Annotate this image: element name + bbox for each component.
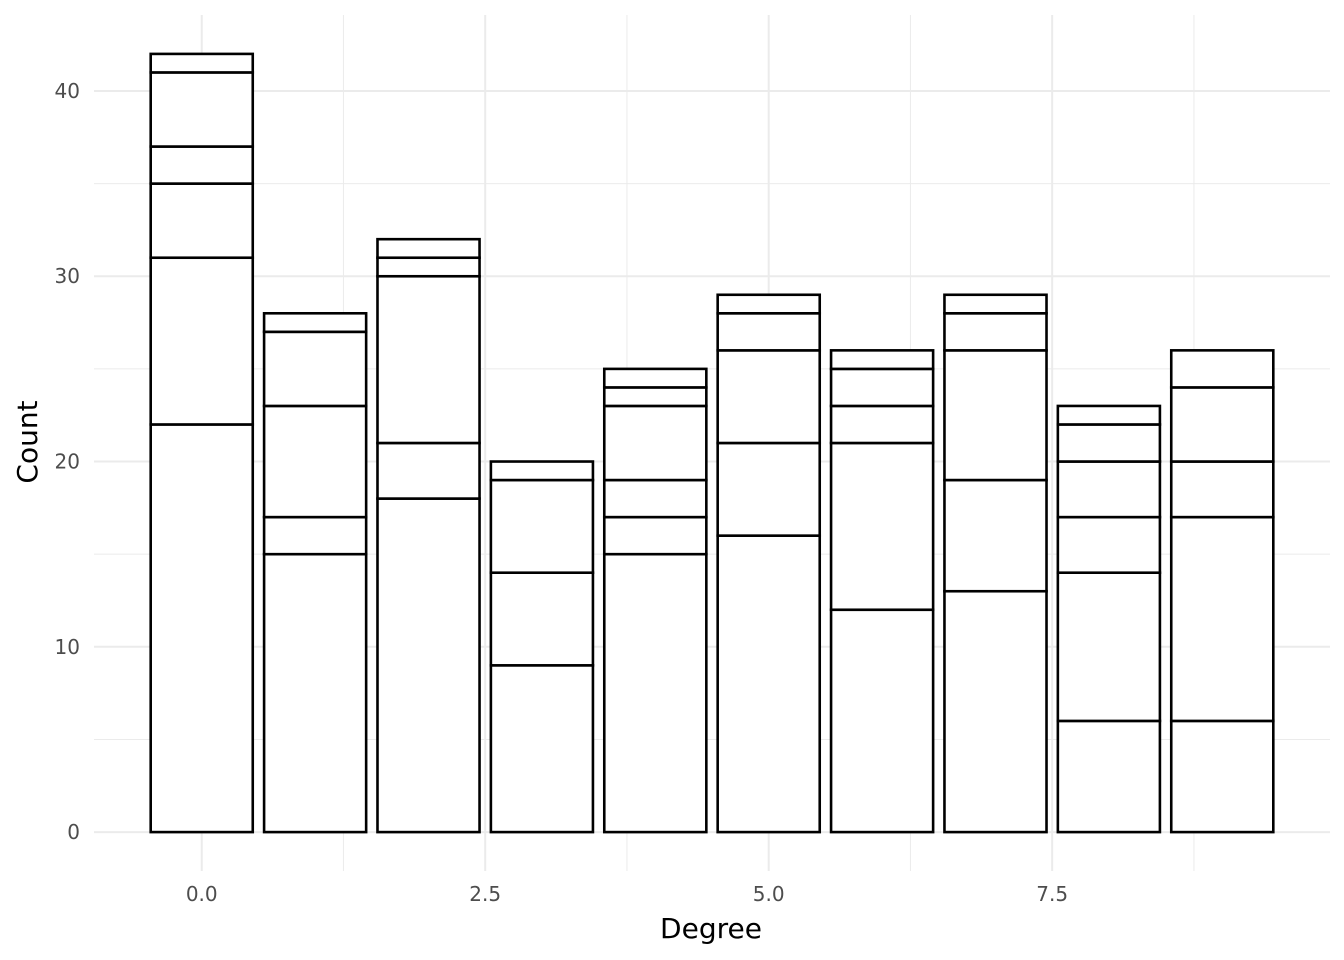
y-tick-label: 20: [55, 450, 80, 474]
bar-segment: [376, 497, 481, 834]
bar-segment: [829, 367, 935, 408]
bar-segment: [943, 478, 1048, 593]
bar-segment: [943, 589, 1048, 834]
bars: [149, 52, 1275, 834]
bar-segment: [602, 367, 708, 389]
bar-segment: [943, 312, 1048, 352]
bar-segment: [602, 515, 708, 556]
bar-segment: [1056, 460, 1162, 519]
bar-segment: [489, 571, 595, 667]
bar-segment: [489, 664, 595, 834]
bar-segment: [829, 608, 935, 834]
bar-segment: [716, 312, 822, 352]
bar-segment: [1169, 515, 1275, 723]
bar-segment: [943, 349, 1048, 482]
bar-segment: [1056, 423, 1162, 463]
bar-stack: [829, 349, 935, 834]
x-tick-label: 2.5: [469, 882, 501, 906]
x-axis-ticks: 0.0 2.5 5.0 7.5: [186, 882, 1068, 906]
x-tick-label: 5.0: [753, 882, 785, 906]
bar-segment: [602, 478, 708, 519]
bar-segment: [1056, 515, 1162, 574]
bar-stack: [149, 52, 255, 834]
bar-stack: [602, 367, 708, 834]
bar-segment: [943, 293, 1048, 315]
bar-segment: [489, 460, 595, 482]
bar-stack: [489, 460, 595, 834]
x-tick-label: 0.0: [186, 882, 218, 906]
bar-segment: [716, 534, 822, 834]
bar-segment: [716, 293, 822, 315]
bar-segment: [602, 552, 708, 834]
bar-segment: [716, 349, 822, 445]
x-tick-label: 7.5: [1036, 882, 1068, 906]
bar-segment: [829, 441, 935, 612]
bar-segment: [262, 515, 368, 556]
bar-segment: [149, 145, 255, 185]
bar-segment: [149, 256, 255, 426]
bar-segment: [602, 386, 708, 408]
y-axis-title: Count: [11, 400, 44, 483]
bar-segment: [149, 52, 255, 74]
bar-stack: [1056, 404, 1162, 834]
bar-segment: [262, 552, 368, 834]
bar-segment: [262, 404, 368, 519]
bar-segment: [1169, 460, 1275, 519]
bar-segment: [262, 330, 368, 408]
y-tick-label: 10: [55, 635, 80, 659]
bar-segment: [829, 404, 935, 445]
bar-stack: [262, 312, 368, 834]
bar-segment: [376, 274, 481, 445]
bar-segment: [262, 312, 368, 334]
bar-stack: [716, 293, 822, 834]
bar-segment: [829, 349, 935, 371]
bar-segment: [1169, 386, 1275, 463]
bar-segment: [1056, 571, 1162, 723]
bar-segment: [716, 441, 822, 537]
y-axis-ticks: 0 10 20 30 40: [55, 79, 80, 844]
bar-segment: [489, 478, 595, 574]
bar-segment: [149, 182, 255, 260]
y-tick-label: 40: [55, 79, 80, 103]
bar-segment: [149, 71, 255, 148]
bar-segment: [376, 441, 481, 500]
bar-stack: [376, 237, 481, 834]
bar-segment: [376, 237, 481, 260]
y-tick-label: 30: [55, 264, 80, 288]
bar-segment: [1056, 404, 1162, 426]
y-tick-label: 0: [67, 820, 80, 844]
bar-segment: [1169, 349, 1275, 389]
bar-segment: [149, 423, 255, 834]
bar-stack: [943, 293, 1048, 834]
bar-segment: [376, 256, 481, 278]
bar-segment: [602, 404, 708, 482]
bar-stack: [1169, 349, 1275, 834]
x-axis-title: Degree: [660, 912, 762, 945]
bar-segment: [1169, 719, 1275, 834]
bar-segment: [1056, 719, 1162, 834]
